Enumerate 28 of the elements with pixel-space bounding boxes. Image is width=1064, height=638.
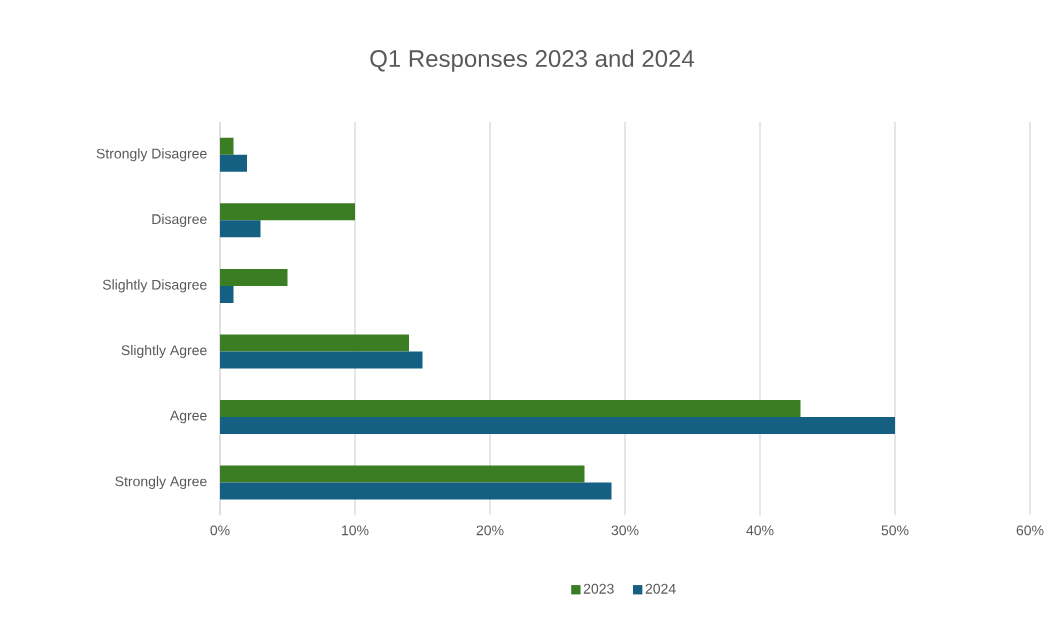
chart-title: Q1 Responses 2023 and 2024 xyxy=(370,49,695,72)
x-tick-label: 30% xyxy=(611,525,639,536)
y-tick-label: Disagree xyxy=(152,213,207,227)
x-tick-label: 40% xyxy=(746,525,774,536)
x-tick-label: 10% xyxy=(342,525,369,536)
legend-label: 2024 xyxy=(645,583,676,594)
x-tick-label: 60% xyxy=(1016,525,1044,536)
x-tick-label: 0% xyxy=(210,525,230,536)
x-tick-label: 50% xyxy=(881,525,909,536)
bar xyxy=(220,417,895,434)
bar xyxy=(220,285,234,303)
y-tick-label: Agree xyxy=(169,410,207,424)
bar xyxy=(220,399,801,417)
y-tick-label: Strongly Disagree xyxy=(96,148,207,162)
bar xyxy=(220,154,248,172)
bar xyxy=(220,203,356,221)
y-tick-label: Slightly Disagree xyxy=(102,279,207,293)
bar xyxy=(220,268,288,286)
legend-label: 2023 xyxy=(583,583,614,594)
x-tick-label: 20% xyxy=(476,525,504,536)
bar xyxy=(220,351,423,369)
y-tick-label: Slightly Agree xyxy=(121,344,207,358)
bar xyxy=(220,137,234,155)
bar xyxy=(220,220,261,238)
bar xyxy=(220,482,612,500)
y-tick-label: Strongly Agree xyxy=(115,476,207,490)
bar xyxy=(220,465,585,483)
bar xyxy=(220,334,409,352)
